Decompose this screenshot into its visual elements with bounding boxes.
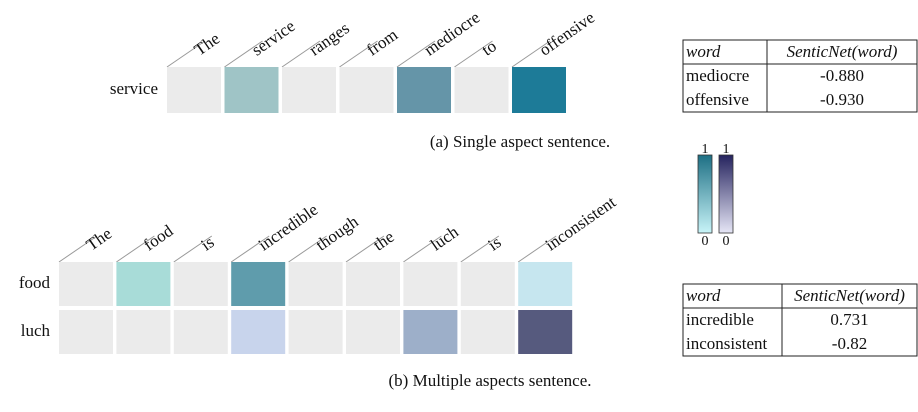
table-cell: offensive bbox=[686, 90, 749, 109]
word-guide bbox=[166, 40, 206, 68]
attention-cell bbox=[460, 310, 515, 354]
word-label: service bbox=[248, 16, 298, 59]
attention-cell bbox=[167, 67, 221, 113]
attention-cell bbox=[518, 310, 573, 354]
attention-cell bbox=[173, 310, 228, 354]
attention-cell bbox=[460, 262, 515, 306]
word-guide bbox=[460, 235, 500, 263]
caption: (a) Single aspect sentence. bbox=[430, 132, 610, 151]
word-guide bbox=[173, 235, 213, 263]
table-header: SenticNet(word) bbox=[787, 42, 898, 61]
word-label: ranges bbox=[306, 18, 353, 59]
table-cell: 0.731 bbox=[830, 310, 868, 329]
table-cell: -0.930 bbox=[820, 90, 864, 109]
attention-cell bbox=[59, 262, 113, 306]
word-label: offensive bbox=[536, 8, 598, 60]
word-label: mediocre bbox=[421, 8, 484, 60]
word-guide bbox=[396, 40, 436, 68]
word-label: luch bbox=[427, 222, 462, 255]
attention-cell bbox=[403, 262, 458, 306]
word-guide bbox=[454, 40, 493, 68]
table-header: SenticNet(word) bbox=[794, 286, 905, 305]
word-label: though bbox=[312, 212, 362, 255]
word-guide bbox=[339, 40, 378, 68]
table-cell: -0.82 bbox=[832, 334, 867, 353]
attention-cell bbox=[346, 262, 400, 306]
word-guide bbox=[288, 235, 327, 263]
aspect-label: service bbox=[110, 79, 158, 98]
word-guide bbox=[58, 235, 98, 263]
word-label: inconsistent bbox=[542, 192, 620, 254]
aspect-label: food bbox=[19, 273, 51, 292]
table-cell: incredible bbox=[686, 310, 754, 329]
word-guide bbox=[281, 40, 321, 68]
attention-cell bbox=[59, 310, 113, 354]
attention-cell bbox=[231, 310, 286, 354]
attention-cell bbox=[224, 67, 279, 113]
word-label: The bbox=[83, 224, 116, 255]
word-guide bbox=[224, 40, 263, 68]
attention-cell bbox=[512, 67, 566, 113]
table-cell: inconsistent bbox=[686, 334, 767, 353]
colorbar-label: 0 bbox=[723, 234, 730, 249]
colorbar-label: 0 bbox=[702, 234, 709, 249]
word-label: the bbox=[370, 227, 398, 254]
attention-cell bbox=[346, 310, 400, 354]
table-header: word bbox=[686, 286, 721, 305]
table-border bbox=[682, 283, 918, 357]
attention-cell bbox=[339, 67, 394, 113]
attention-cell bbox=[116, 262, 171, 306]
word-label: The bbox=[191, 29, 224, 60]
attention-cell bbox=[403, 310, 458, 354]
word-guide bbox=[230, 235, 270, 263]
word-label: from bbox=[363, 25, 401, 60]
attention-cell bbox=[231, 262, 286, 306]
attention-cell bbox=[173, 262, 228, 306]
colorbar-label: 1 bbox=[723, 142, 730, 157]
table-cell: -0.880 bbox=[820, 66, 864, 85]
word-guide bbox=[345, 235, 385, 263]
colorbar bbox=[718, 154, 734, 234]
word-label: to bbox=[478, 36, 500, 59]
caption: (b) Multiple aspects sentence. bbox=[389, 371, 592, 390]
word-label: food bbox=[140, 221, 177, 255]
attention-cell bbox=[288, 310, 343, 354]
attention-cell bbox=[116, 310, 171, 354]
attention-cell bbox=[454, 67, 509, 113]
word-guide bbox=[116, 235, 155, 263]
attention-cell bbox=[518, 262, 573, 306]
word-guide bbox=[403, 235, 442, 263]
table-cell: mediocre bbox=[686, 66, 749, 85]
word-guide bbox=[517, 235, 557, 263]
table-header: word bbox=[686, 42, 721, 61]
colorbar bbox=[697, 154, 713, 234]
attention-cell bbox=[282, 67, 336, 113]
aspect-label: luch bbox=[21, 321, 51, 340]
table-border bbox=[682, 39, 918, 113]
attention-cell bbox=[397, 67, 451, 113]
word-guide bbox=[511, 40, 551, 68]
colorbar-label: 1 bbox=[702, 142, 709, 157]
attention-cell bbox=[288, 262, 343, 306]
